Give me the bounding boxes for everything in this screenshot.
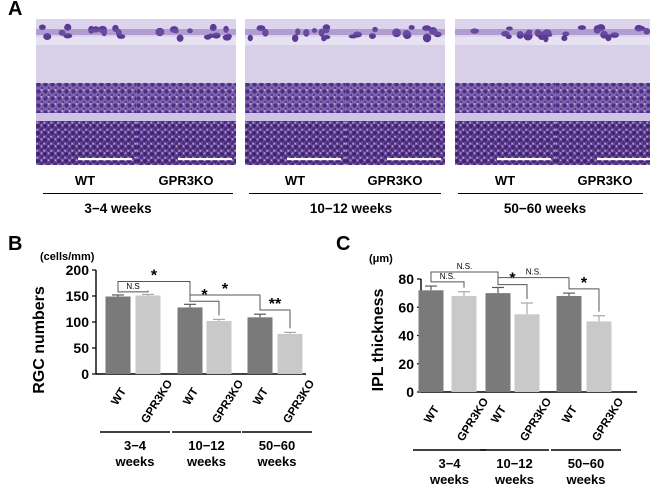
panel-b-unit: (cells/mm) bbox=[40, 251, 95, 263]
significance-label: * bbox=[222, 281, 229, 298]
retina-histology-image bbox=[136, 19, 236, 165]
significance-bracket bbox=[497, 277, 570, 290]
group-label: 3−4 bbox=[124, 438, 147, 453]
bar bbox=[277, 333, 303, 374]
y-tick-label: 80 bbox=[398, 271, 414, 287]
significance-bracket bbox=[430, 281, 465, 288]
x-category-label: GPR3KO bbox=[281, 378, 317, 426]
significance-bracket bbox=[117, 290, 149, 293]
bar bbox=[485, 293, 511, 392]
y-tick-label: 200 bbox=[66, 262, 90, 278]
group-label: weeks bbox=[256, 454, 296, 469]
retina-histology-image bbox=[455, 19, 555, 165]
retina-histology-image bbox=[245, 19, 345, 165]
significance-label: * bbox=[509, 271, 516, 288]
significance-bracket bbox=[189, 300, 220, 316]
significance-label: * bbox=[581, 275, 588, 292]
panel-c-letter: C bbox=[336, 233, 350, 255]
image-label-ko-1: GPR3KO bbox=[158, 173, 214, 188]
y-tick-label: 150 bbox=[66, 288, 90, 304]
group-label: 3−4 bbox=[438, 456, 461, 471]
x-category-label: GPR3KO bbox=[210, 378, 246, 426]
y-tick-label: 20 bbox=[398, 356, 414, 372]
group-label: weeks bbox=[565, 472, 605, 486]
y-tick-label: 100 bbox=[66, 314, 90, 330]
significance-bracket bbox=[568, 288, 600, 312]
image-label-wt-2: WT bbox=[284, 173, 306, 188]
x-category-label: WT bbox=[181, 386, 201, 408]
group-line-1 bbox=[43, 193, 233, 195]
significance-bracket bbox=[259, 309, 291, 329]
retina-histology-image bbox=[555, 19, 650, 165]
bar bbox=[418, 290, 444, 392]
image-label-wt-1: WT bbox=[74, 173, 96, 188]
group-label: weeks bbox=[186, 454, 226, 469]
panel-b-letter: B bbox=[8, 233, 22, 255]
significance-label: N.S bbox=[126, 282, 139, 291]
group-line-3 bbox=[458, 193, 643, 195]
y-tick-label: 0 bbox=[81, 366, 89, 382]
group-label: weeks bbox=[429, 472, 469, 486]
bar bbox=[514, 314, 540, 392]
significance-label: * bbox=[201, 287, 208, 304]
group-label-1: 3−4 weeks bbox=[84, 201, 152, 216]
panel-c-ylabel: IPL thickness bbox=[370, 288, 387, 391]
significance-label: N.S. bbox=[526, 268, 542, 277]
significance-bracket bbox=[189, 294, 261, 311]
x-category-label: GPR3KO bbox=[590, 396, 626, 444]
bar bbox=[451, 295, 477, 392]
x-category-label: WT bbox=[422, 404, 442, 426]
panel-b-ylabel: RGC numbers bbox=[31, 286, 48, 394]
panel-c-unit: (μm) bbox=[369, 253, 393, 265]
x-category-label: GPR3KO bbox=[139, 378, 175, 426]
panel-a-letter: A bbox=[8, 0, 23, 20]
significance-bracket bbox=[117, 280, 191, 301]
image-label-ko-2: GPR3KO bbox=[367, 173, 423, 188]
bar bbox=[177, 307, 203, 374]
significance-label: N.S. bbox=[457, 262, 473, 271]
bar bbox=[105, 296, 131, 374]
group-label: weeks bbox=[494, 472, 534, 486]
group-label: 10−12 bbox=[496, 456, 533, 471]
group-line-2 bbox=[249, 193, 441, 195]
significance-label: * bbox=[151, 267, 158, 284]
image-label-wt-3: WT bbox=[494, 173, 516, 188]
bar bbox=[586, 321, 612, 392]
group-label-2: 10−12 weeks bbox=[309, 201, 393, 216]
retina-histology-image bbox=[345, 19, 445, 165]
bar bbox=[135, 295, 161, 374]
y-tick-label: 0 bbox=[406, 384, 414, 400]
x-category-label: WT bbox=[489, 404, 509, 426]
bar bbox=[206, 320, 232, 374]
y-tick-label: 60 bbox=[398, 299, 414, 315]
y-tick-label: 40 bbox=[398, 328, 414, 344]
x-category-label: GPR3KO bbox=[518, 396, 554, 444]
significance-label: N.S. bbox=[440, 272, 456, 281]
group-label: 50−60 bbox=[259, 438, 296, 453]
bar bbox=[247, 317, 273, 374]
x-category-label: WT bbox=[560, 404, 580, 426]
x-category-label: WT bbox=[109, 386, 129, 408]
group-label: weeks bbox=[114, 454, 154, 469]
image-label-ko-3: GPR3KO bbox=[577, 173, 633, 188]
group-label: 50−60 bbox=[568, 456, 605, 471]
x-category-label: WT bbox=[251, 386, 271, 408]
retina-histology-image bbox=[36, 19, 136, 165]
y-tick-label: 50 bbox=[73, 340, 89, 356]
group-label: 10−12 bbox=[188, 438, 225, 453]
significance-bracket bbox=[497, 283, 528, 300]
bar bbox=[556, 295, 582, 392]
significance-label: ** bbox=[269, 296, 282, 313]
group-label-3: 50−60 weeks bbox=[503, 201, 587, 216]
x-category-label: GPR3KO bbox=[455, 396, 491, 444]
